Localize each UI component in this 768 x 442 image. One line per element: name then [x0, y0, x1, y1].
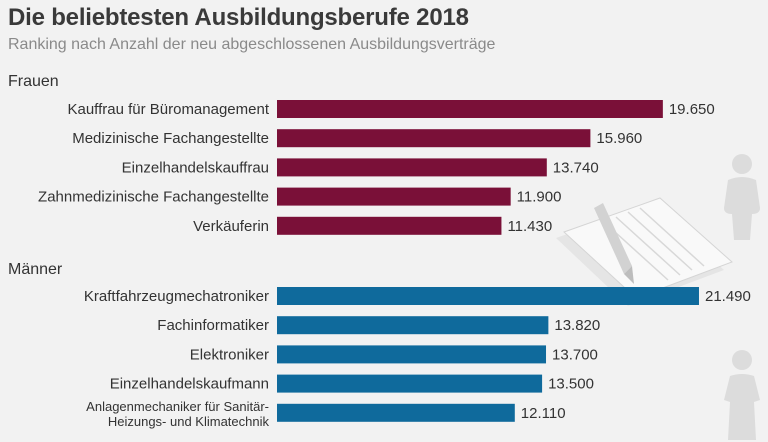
value-label: 13.500: [548, 376, 594, 393]
value-label: 12.110: [521, 405, 566, 422]
category-label: Zahnmedizinische Fachangestellte: [38, 189, 269, 206]
value-label: 11.900: [517, 189, 562, 206]
bar: [277, 100, 663, 118]
category-label: Medizinische Fachangestellte: [72, 130, 269, 147]
chart-subtitle: Ranking nach Anzahl der neu abgeschlosse…: [8, 36, 496, 53]
bar: [277, 403, 515, 422]
value-label: 13.740: [553, 159, 599, 176]
series-label: Männer: [8, 261, 63, 278]
value-label: 11.430: [507, 218, 552, 235]
category-label: Kauffrau für Büromanagement: [67, 101, 269, 118]
series-label: Frauen: [8, 73, 59, 90]
value-label: 13.700: [552, 346, 598, 363]
category-label: Fachinformatiker: [157, 317, 269, 334]
category-label: Einzelhandelskaufmann: [110, 376, 269, 393]
category-label: Kraftfahrzeugmechatroniker: [84, 288, 269, 305]
bar: [277, 316, 549, 335]
value-label: 19.650: [669, 101, 715, 118]
chart-title: Die beliebtesten Ausbildungsberufe 2018: [8, 4, 469, 31]
bar: [277, 216, 502, 235]
category-label-line: Anlagenmechaniker für Sanitär-: [86, 399, 269, 414]
category-label-line: Heizungs- und Klimatechnik: [108, 414, 270, 429]
value-label: 15.960: [596, 130, 642, 147]
bar: [277, 287, 699, 305]
category-label: Einzelhandelskauffrau: [122, 159, 269, 176]
bar: [277, 187, 511, 206]
bar: [277, 345, 547, 364]
category-label: Elektroniker: [190, 346, 269, 363]
category-label: Verkäuferin: [193, 218, 269, 235]
bar: [277, 129, 591, 148]
bar: [277, 374, 543, 393]
value-label: 13.820: [554, 317, 600, 334]
category-label: Anlagenmechaniker für Sanitär-Heizungs- …: [86, 399, 269, 429]
bar: [277, 158, 547, 177]
value-label: 21.490: [705, 288, 751, 305]
